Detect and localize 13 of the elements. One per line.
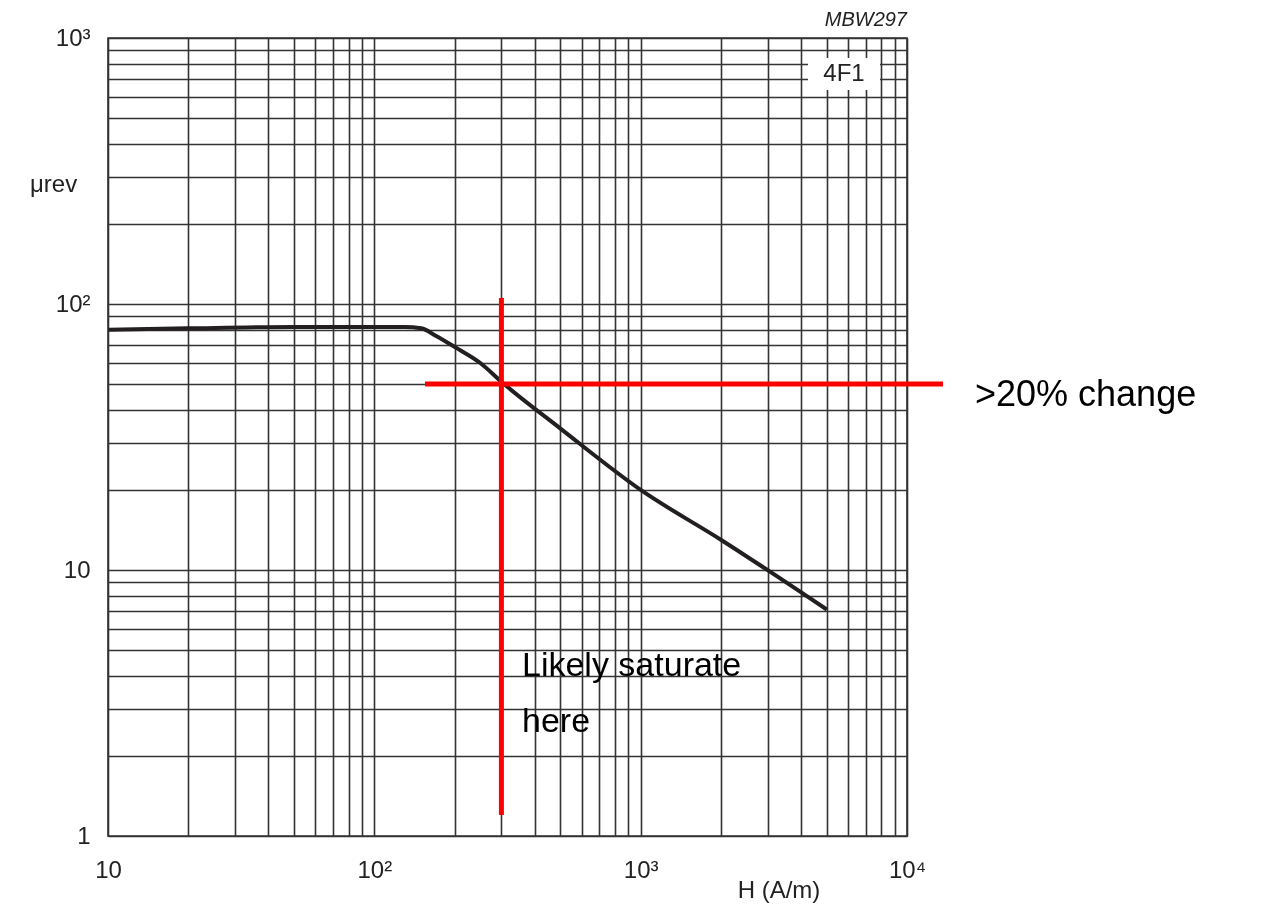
y-axis-title: μrev	[30, 170, 78, 197]
x-tick-label: 10⁴	[888, 855, 927, 883]
y-tick-label: 10	[63, 555, 91, 583]
x-tick-label: 10³	[623, 855, 659, 883]
x-axis-title: H (A/m)	[737, 876, 821, 903]
x-tick-label: 10²	[357, 855, 393, 883]
chart-title: MBW297	[824, 8, 908, 30]
y-tick-label: 10²	[55, 289, 91, 317]
y-tick-label: 10³	[55, 23, 91, 51]
annotation: 4F1	[823, 59, 865, 86]
x-tick-label: 10	[95, 855, 122, 883]
y-tick-label: 1	[77, 821, 91, 849]
text: >20% change	[975, 373, 1197, 414]
